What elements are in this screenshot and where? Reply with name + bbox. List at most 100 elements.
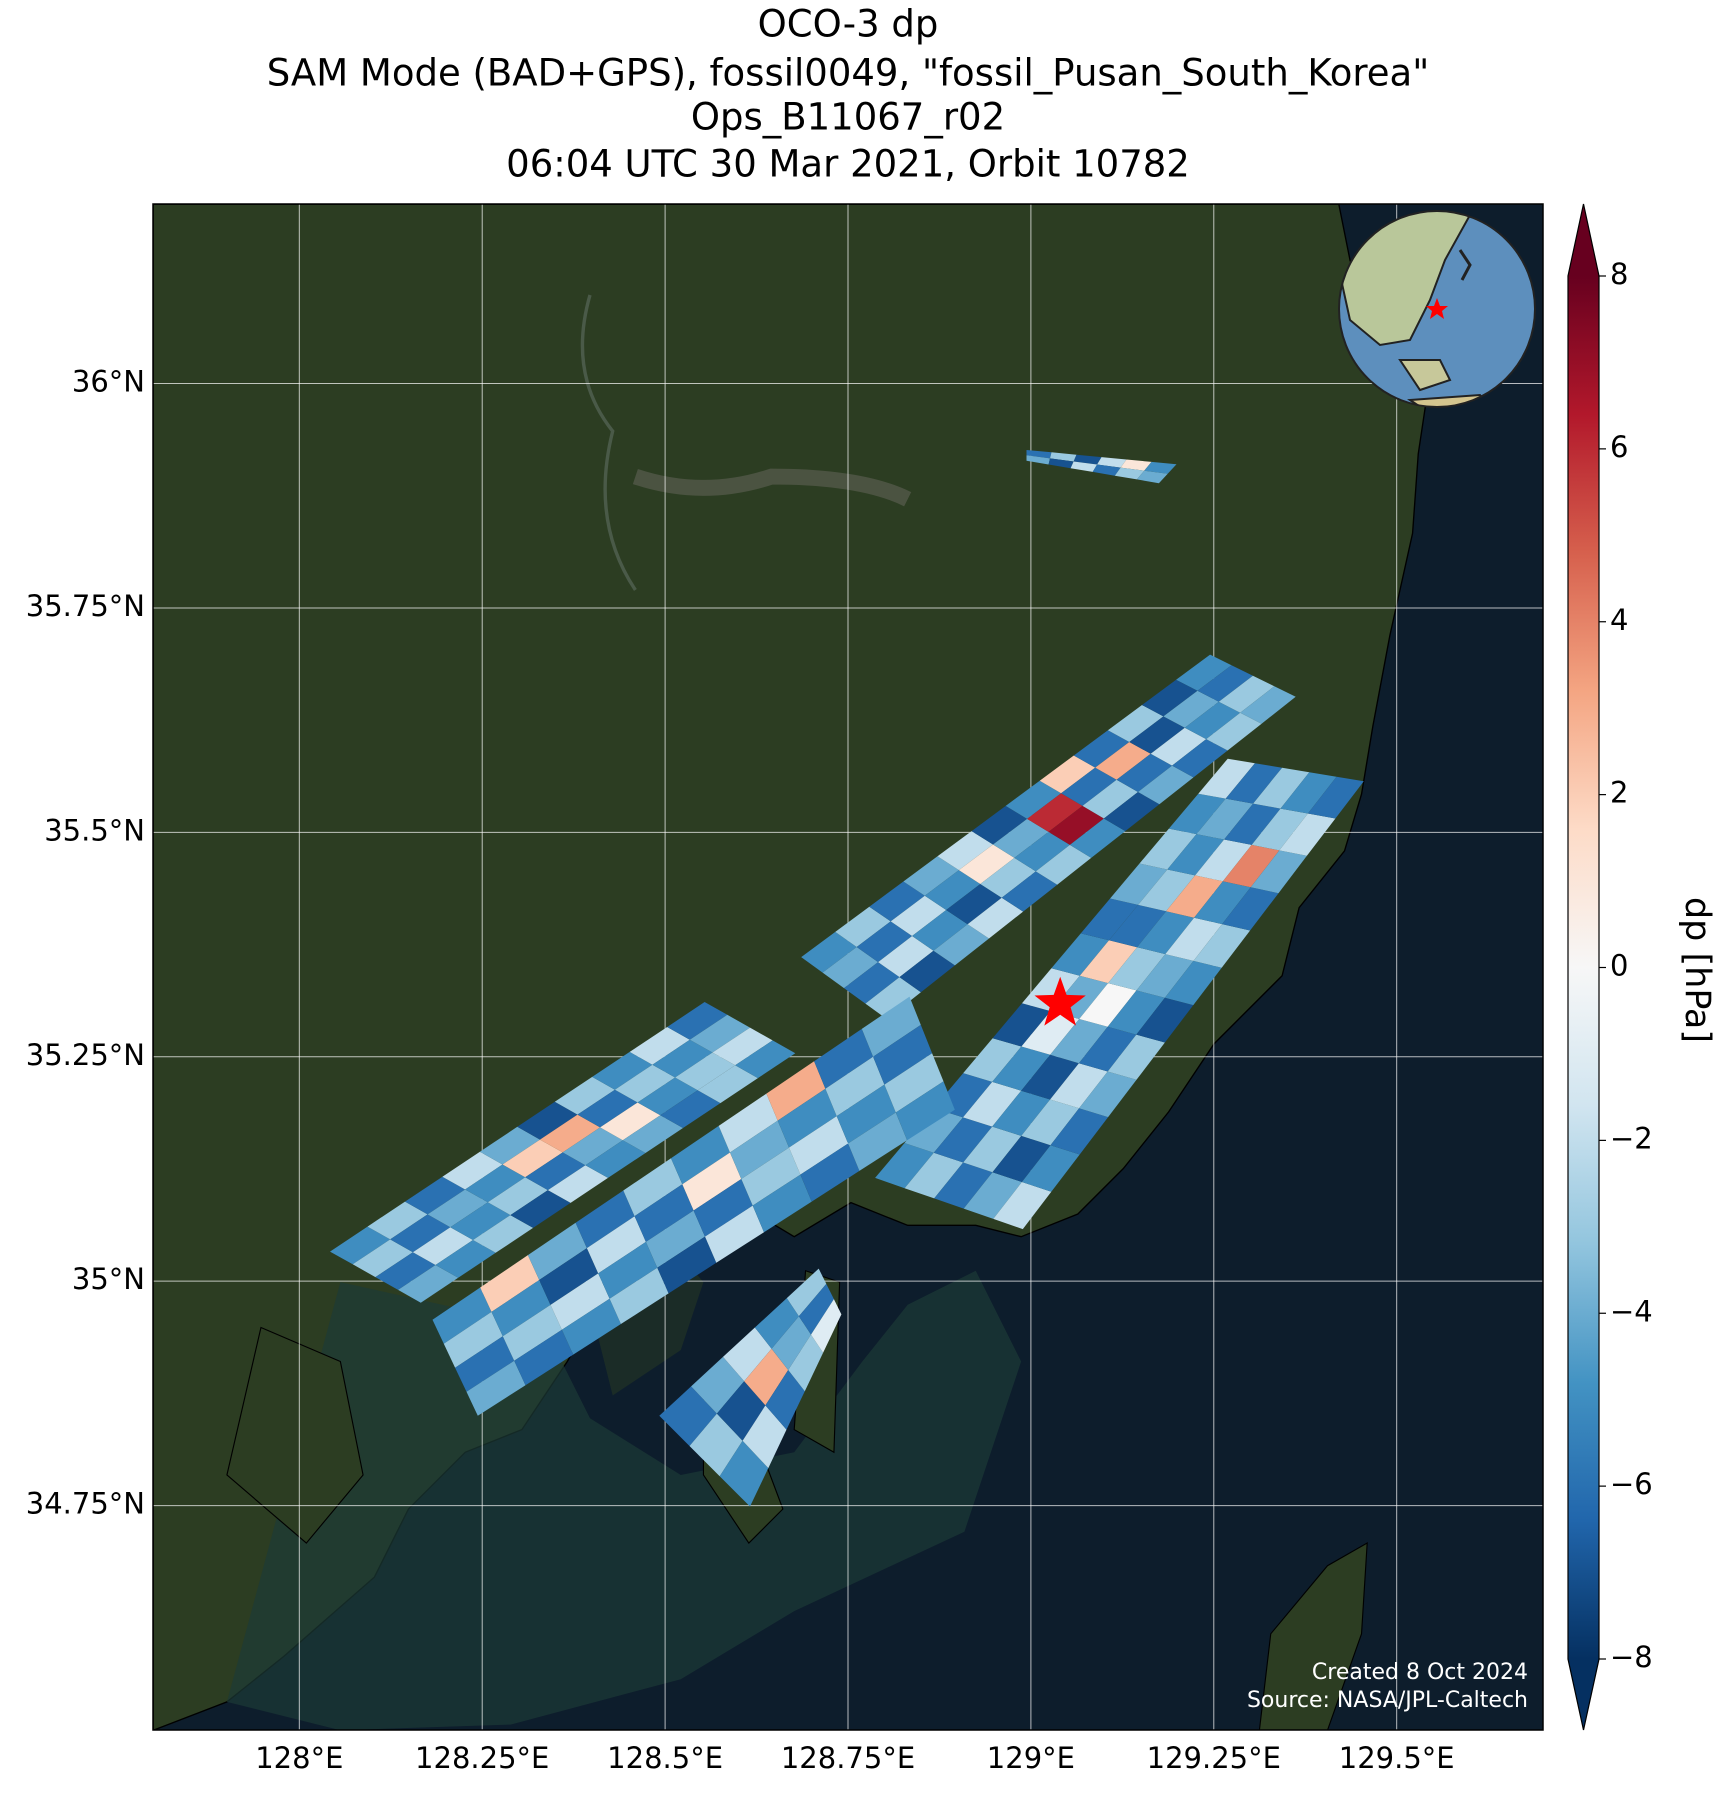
footprint [933,924,989,966]
footprint [1137,911,1195,955]
footprint [934,1162,993,1209]
footprint [466,1360,526,1416]
footprint [789,1116,849,1175]
footprint [963,1126,1022,1173]
footprint [1021,1145,1080,1192]
footprint [412,1227,473,1265]
footprint [814,1028,874,1089]
colorbar-tick-label: −6 [1610,1467,1653,1501]
colorbar-tick-label: 0 [1610,949,1628,983]
footprint [744,1348,789,1406]
footprint [1250,850,1307,894]
footprint [1001,871,1058,912]
footprint [1061,767,1117,806]
footprint [671,1125,730,1185]
colorbar-tick-label: 2 [1610,776,1628,810]
footprint [479,1126,540,1165]
footprint [600,1102,661,1141]
footprint [659,1386,717,1446]
footprint [1150,727,1207,766]
footprint [1110,863,1168,905]
footprint [539,1248,599,1305]
axes: 128°E 128.25°E 128.5°E 128.75°E 129°E 129.25°… [26,365,1455,1775]
footprint [609,1267,669,1324]
footprint [884,1053,944,1113]
footprint [1172,739,1228,778]
footprint [637,1077,698,1116]
footprint [1069,818,1126,858]
footprint [443,1311,503,1368]
footprint [1116,753,1173,792]
footprint [1039,755,1096,794]
footprint [1251,808,1308,851]
footprint [1109,904,1167,948]
footprint [1136,954,1194,998]
footprint [1050,452,1077,462]
footprint [586,1216,646,1274]
footprint [1078,1026,1137,1072]
footprint [992,1135,1051,1182]
y-tick-label: 34.75°N [26,1487,145,1521]
footprint [1307,776,1364,819]
x-tick-label: 128°E [255,1741,343,1775]
footprint [667,1002,728,1040]
colorbar-tick-label: 6 [1610,430,1628,464]
globe-star [1426,298,1448,319]
footprint [487,1177,548,1216]
footprint [937,831,993,871]
footprint [890,895,947,936]
footprint [435,1240,496,1278]
footprint [992,1003,1051,1047]
footprint [875,1143,934,1189]
footprint [1082,779,1138,819]
footprint [1050,1108,1109,1155]
footprint [1027,793,1083,832]
footprint [1138,869,1196,912]
footprint [1240,686,1296,724]
footprint [844,962,900,1004]
coastal-shelf [226,1270,1022,1730]
footprint [1035,844,1092,885]
footprint [660,1090,721,1128]
footprint [993,1182,1052,1230]
footprint [405,1176,466,1215]
footprint [547,1165,608,1203]
urban [632,468,912,507]
title: SAM Mode (BAD+GPS), fossil0049, "fossil_… [267,52,1430,95]
footprint [1138,765,1194,805]
footprint [527,1222,587,1280]
footprint [689,1014,750,1053]
inset-globe [1338,210,1536,408]
footprint [777,1088,837,1148]
footprint [1164,960,1222,1006]
footprint [1014,831,1070,872]
footprint [735,1040,796,1079]
japan [1458,249,1472,281]
footprint [1176,654,1232,691]
footprint [904,1152,964,1199]
footprint [1114,467,1145,480]
footprint [712,1027,773,1066]
x-tick-label: 128.25°E [415,1741,549,1775]
colorbar-label: dp [hPa] [1677,897,1717,1043]
footprint [869,881,925,922]
footprint [1222,887,1279,931]
footprint [1050,1063,1108,1109]
footprint [502,1304,562,1361]
title: Ops_B11067_r02 [691,96,1005,139]
colorbar-tick-label: −2 [1610,1121,1653,1155]
colorbar-tick-label: 8 [1610,257,1628,291]
footprint [1167,834,1225,876]
footprint [352,1239,413,1278]
x-tick-label: 129°E [987,1741,1075,1775]
footprint [1198,758,1255,799]
footprint [540,1114,601,1153]
footprint [1073,454,1102,465]
footprint [899,950,955,993]
footprint [675,1052,736,1091]
footprint [1197,665,1253,702]
footprint [562,1127,623,1166]
footprint [786,1268,827,1317]
footprint [367,1201,428,1240]
